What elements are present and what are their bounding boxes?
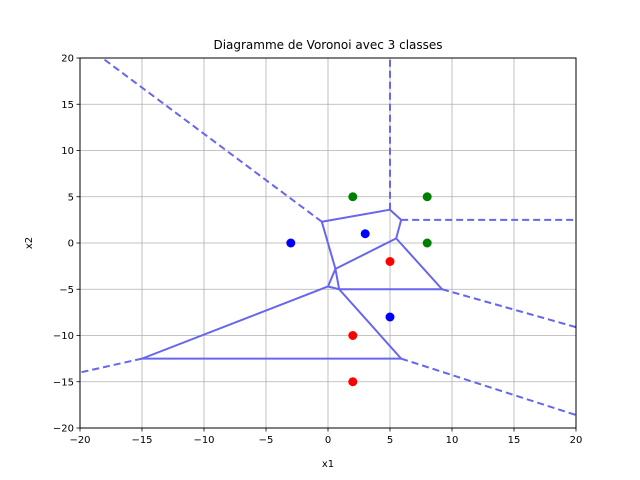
x-tick-label: −5 <box>259 435 274 446</box>
x-tick-label: −20 <box>69 435 90 446</box>
voronoi-ridge <box>334 267 341 291</box>
data-point <box>422 238 432 248</box>
data-points <box>286 192 432 387</box>
voronoi-ridge <box>327 267 337 288</box>
voronoi-ray <box>441 288 577 329</box>
voronoi-ridge <box>395 218 403 240</box>
voronoi-ridge <box>320 220 337 270</box>
x-axis-title: x1 <box>322 459 334 470</box>
x-tick-label: 15 <box>508 435 521 446</box>
data-point <box>385 257 395 266</box>
x-tick-label: −10 <box>193 435 214 446</box>
voronoi-ridge <box>338 288 403 360</box>
y-tick-label: 15 <box>61 100 74 111</box>
data-point <box>286 238 296 248</box>
voronoi-ridge <box>327 285 341 291</box>
y-tick-label: −20 <box>53 424 74 435</box>
data-point <box>360 229 370 239</box>
x-tick-label: 10 <box>446 435 459 446</box>
y-tick-label: −5 <box>59 285 74 296</box>
x-tick-label: −15 <box>131 435 152 446</box>
y-axis-title: x2 <box>24 237 35 249</box>
x-tick-label: 0 <box>325 435 331 446</box>
x-tick-label: 5 <box>387 435 393 446</box>
data-point <box>348 377 358 387</box>
voronoi-ridge <box>389 208 403 221</box>
y-tick-label: −15 <box>53 377 74 388</box>
data-point <box>385 312 395 322</box>
data-point <box>348 192 358 202</box>
data-point <box>348 331 358 340</box>
voronoi-ray <box>400 357 577 417</box>
chart-title: Diagramme de Voronoi avec 3 classes <box>213 38 442 52</box>
voronoi-ridge <box>334 237 398 270</box>
data-point <box>422 192 432 202</box>
x-tick-label: 20 <box>570 435 583 446</box>
voronoi-ridge <box>141 285 329 360</box>
voronoi-ray <box>101 57 323 223</box>
y-tick-label: 20 <box>61 54 74 65</box>
y-tick-label: 10 <box>61 146 74 157</box>
voronoi-ridge <box>395 237 444 291</box>
y-tick-label: 5 <box>68 192 74 203</box>
axis-ticks: −20 −15 −10 −5 0 5 10 15 20 −20 −15 −10 −5 0 5 10 15 20 <box>53 54 582 447</box>
voronoi-ridge <box>320 208 391 223</box>
voronoi-diagram <box>79 57 577 417</box>
y-tick-label: −10 <box>53 331 74 342</box>
y-tick-label: 0 <box>68 239 74 250</box>
